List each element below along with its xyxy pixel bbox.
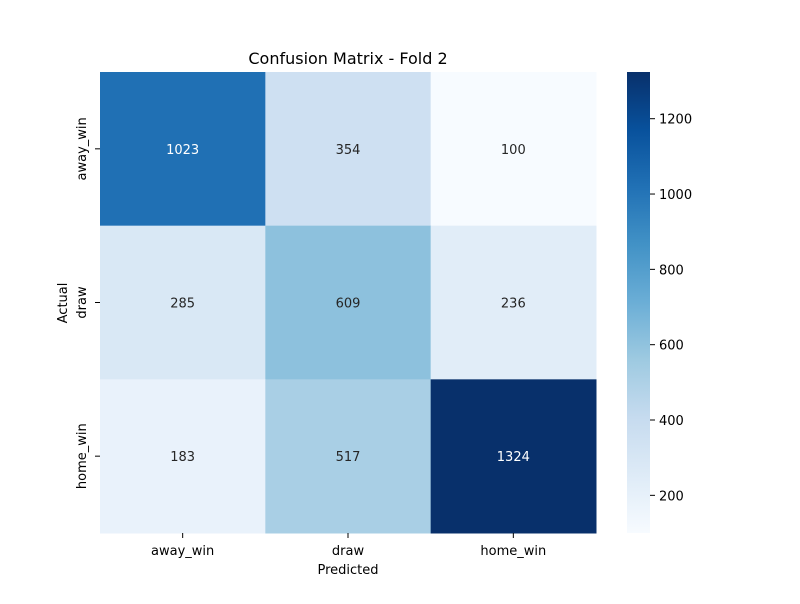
- cell-value-label: 517: [336, 450, 361, 465]
- colorbar-tick-label: 1200: [659, 113, 692, 128]
- cell-value-label: 285: [170, 297, 195, 312]
- cell-value-label: 1324: [497, 450, 530, 465]
- colorbar-ticks: 200 400 600 800 1000 1200: [650, 113, 692, 504]
- cell-value-label: 1023: [166, 143, 199, 158]
- colorbar-tick-label: 400: [659, 414, 684, 429]
- x-tick-label: draw: [332, 544, 365, 559]
- heatmap-cell: [430, 72, 597, 227]
- x-axis-label: Predicted: [317, 563, 378, 578]
- heatmap-cell: [265, 225, 432, 380]
- heatmap-cell: [430, 225, 597, 380]
- heatmap-cell: [100, 72, 266, 227]
- cell-value-label: 236: [501, 297, 526, 312]
- cell-value-label: 609: [336, 297, 361, 312]
- x-tick-label: away_win: [151, 544, 214, 559]
- cell-value-label: 354: [336, 143, 361, 158]
- colorbar-tick-label: 600: [659, 339, 684, 354]
- y-axis-label: Actual: [56, 283, 71, 324]
- colorbar-tick-label: 1000: [659, 188, 692, 203]
- colorbar: [627, 72, 650, 533]
- x-tick-label: home_win: [480, 544, 546, 559]
- heatmap-cell: [265, 379, 432, 534]
- heatmap-cells: 1023 354 100 285 609 236 183 517 1324: [100, 72, 597, 534]
- y-tick-label: draw: [75, 286, 90, 319]
- cell-value-label: 100: [501, 143, 526, 158]
- heatmap-cell: [100, 225, 266, 380]
- colorbar-tick-label: 800: [659, 263, 684, 278]
- chart-title: Confusion Matrix - Fold 2: [248, 49, 447, 68]
- x-axis-ticks: away_win draw home_win: [151, 533, 546, 559]
- colorbar-tick-label: 200: [659, 489, 684, 504]
- y-tick-label: away_win: [75, 117, 90, 180]
- heatmap-cell: [265, 72, 432, 227]
- cell-value-label: 183: [170, 450, 195, 465]
- heatmap-cell: [100, 379, 266, 534]
- heatmap-cell: [430, 379, 597, 534]
- y-tick-label: home_win: [75, 423, 90, 489]
